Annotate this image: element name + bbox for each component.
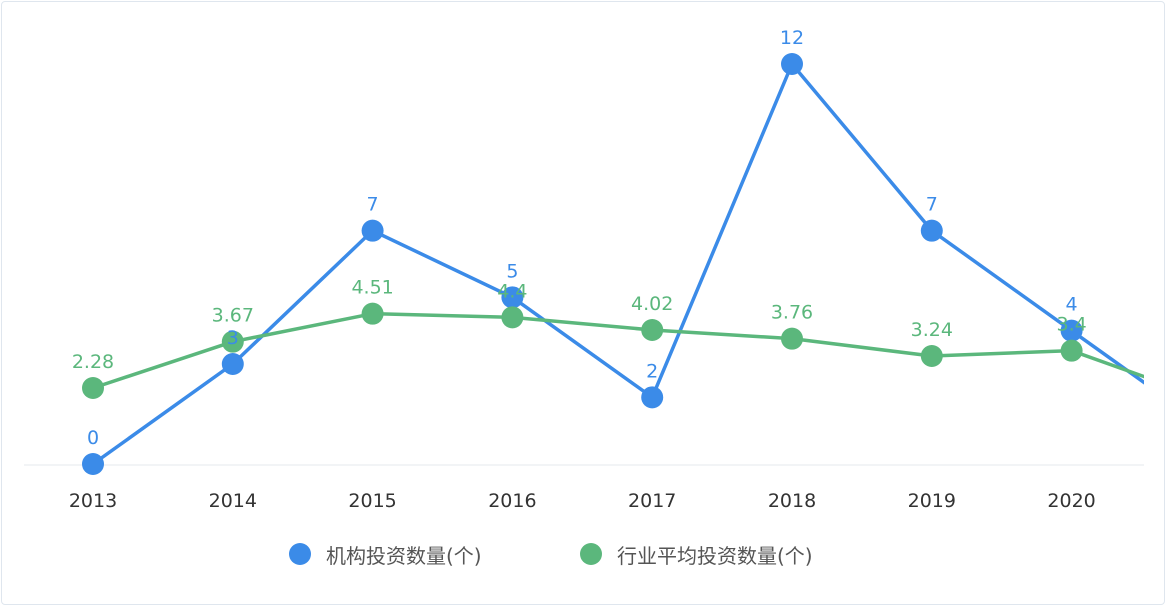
data-point-0[interactable] bbox=[1060, 319, 1083, 342]
x-tick-label: 2018 bbox=[768, 490, 816, 512]
data-label-1: 3.24 bbox=[911, 319, 953, 341]
x-tick-label: 2019 bbox=[908, 490, 956, 512]
data-label-0: 2 bbox=[646, 360, 658, 382]
data-label-0: 4 bbox=[1066, 294, 1078, 316]
legend: 机构投资数量(个) 行业平均投资数量(个) bbox=[0, 538, 1168, 570]
data-label-1: 4.02 bbox=[631, 293, 673, 315]
data-point-1[interactable] bbox=[501, 306, 524, 329]
data-point-0[interactable] bbox=[361, 219, 384, 242]
x-tick-label: 2014 bbox=[209, 490, 257, 512]
data-point-1[interactable] bbox=[781, 327, 803, 350]
data-point-0[interactable] bbox=[641, 386, 664, 409]
data-point-1[interactable] bbox=[1060, 339, 1083, 362]
x-tick-label: 2020 bbox=[1047, 490, 1095, 512]
x-tick-label: 2013 bbox=[69, 490, 117, 512]
data-label-0: 5 bbox=[506, 260, 518, 282]
legend-item-industry-average[interactable]: 行业平均投资数量(个) bbox=[580, 538, 813, 570]
data-label-1: 3.67 bbox=[212, 305, 254, 327]
data-point-0[interactable] bbox=[82, 453, 104, 475]
data-label-1: 2.28 bbox=[72, 351, 114, 373]
legend-label: 行业平均投资数量(个) bbox=[617, 543, 813, 568]
x-tick-label: 2015 bbox=[348, 490, 396, 512]
data-point-0[interactable] bbox=[920, 219, 943, 242]
data-label-0: 0 bbox=[87, 427, 99, 449]
data-label-0: 12 bbox=[780, 27, 804, 49]
data-point-0[interactable] bbox=[781, 53, 803, 75]
series-line-0 bbox=[91, 62, 1144, 466]
data-point-1[interactable] bbox=[361, 302, 384, 325]
data-label-0: 7 bbox=[367, 194, 379, 216]
legend-dot-green-icon bbox=[580, 543, 602, 565]
data-label-1: 4.4 bbox=[497, 280, 527, 302]
data-label-1: 3.4 bbox=[1056, 314, 1086, 336]
data-point-1[interactable] bbox=[641, 319, 664, 341]
data-label-1: 3.76 bbox=[771, 302, 813, 324]
series-line-1 bbox=[92, 311, 1144, 390]
data-point-1[interactable] bbox=[82, 377, 104, 399]
legend-item-institution[interactable]: 机构投资数量(个) bbox=[289, 538, 482, 570]
data-point-1[interactable] bbox=[920, 345, 943, 367]
data-point-1[interactable] bbox=[221, 330, 244, 353]
data-label-1: 4.51 bbox=[351, 277, 393, 299]
x-tick-label: 2017 bbox=[628, 490, 676, 512]
data-label-0: 7 bbox=[926, 194, 938, 216]
legend-label: 机构投资数量(个) bbox=[326, 543, 482, 568]
data-point-0[interactable] bbox=[501, 286, 524, 309]
data-point-0[interactable] bbox=[221, 353, 244, 375]
data-label-0: 3 bbox=[227, 327, 239, 349]
x-tick-label: 2016 bbox=[488, 490, 536, 512]
legend-dot-blue-icon bbox=[289, 543, 311, 565]
